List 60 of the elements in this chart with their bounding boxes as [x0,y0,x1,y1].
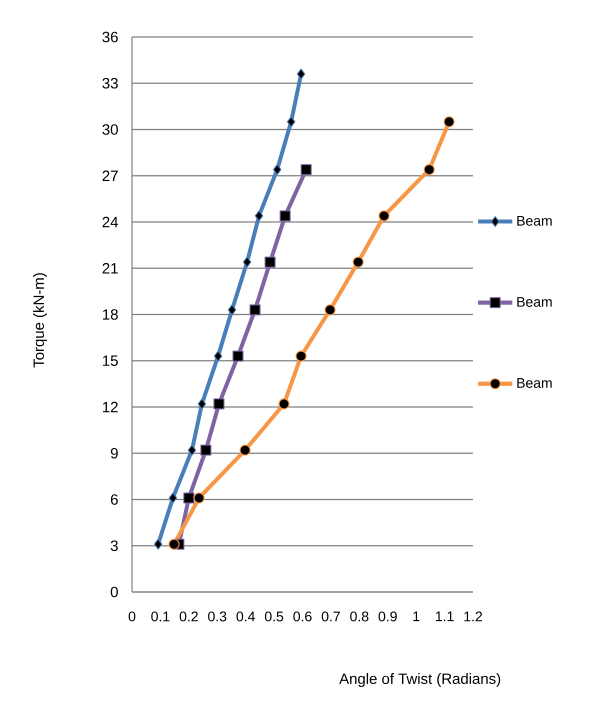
point [296,68,306,80]
point [188,444,196,456]
point [300,164,312,176]
y-tick-label: 33 [102,78,118,89]
y-tick-label: 18 [103,309,118,320]
y-tick-label: 9 [110,448,118,459]
x-tick-label: 0.9 [378,612,397,622]
y-tick-label: 15 [103,356,118,366]
point [228,304,236,316]
y-tick-label: 12 [103,402,118,412]
point [324,304,336,316]
point [240,444,251,456]
x-tick-label: 1.2 [464,612,482,622]
x-tick-label: 0.4 [236,612,255,622]
x-axis-title: Angle of Twist (Radians) [339,673,500,687]
point [242,256,252,268]
y-axis-title: Torque (kN-m) [33,273,47,368]
point [250,304,261,316]
point [214,350,222,362]
x-tick-label: 0.6 [293,612,312,622]
point [200,444,212,456]
legend-label: Beam [517,378,552,388]
point [272,164,282,176]
y-tick-label: 3 [110,540,118,552]
x-tick-label: 1 [413,612,420,622]
point [280,210,291,222]
x-tick-label: 0.7 [322,612,340,622]
point [213,398,224,410]
y-tick-label: 6 [110,494,118,505]
x-tick-label: 0.2 [180,612,198,622]
x-tick-label: 0 [128,612,136,622]
point [183,492,194,504]
point [154,538,162,550]
point [444,116,455,128]
point [424,164,435,176]
point [168,492,178,504]
point [254,210,264,222]
x-tick-label: 0.1 [151,612,170,622]
point [194,492,205,504]
point [352,256,364,268]
x-tick-label: 0.8 [350,612,368,622]
x-tick-label: 1.1 [436,612,454,622]
y-tick-label: 0 [110,586,118,598]
point [278,398,290,410]
x-tick-label: 0.5 [264,612,284,622]
point [264,256,276,268]
legend-label: Beam [517,297,552,307]
point [296,350,307,362]
legend-label: Beam [517,216,552,226]
y-tick-label: 30 [102,124,118,135]
point [168,538,180,550]
y-tick-label: 36 [102,32,118,42]
point [232,350,244,362]
point [378,210,390,222]
y-tick-label: 21 [102,263,118,274]
point [198,398,206,410]
y-tick-label: 24 [102,216,118,228]
y-tick-label: 27 [102,170,118,181]
x-tick-label: 0.3 [208,612,226,622]
point [286,116,296,128]
